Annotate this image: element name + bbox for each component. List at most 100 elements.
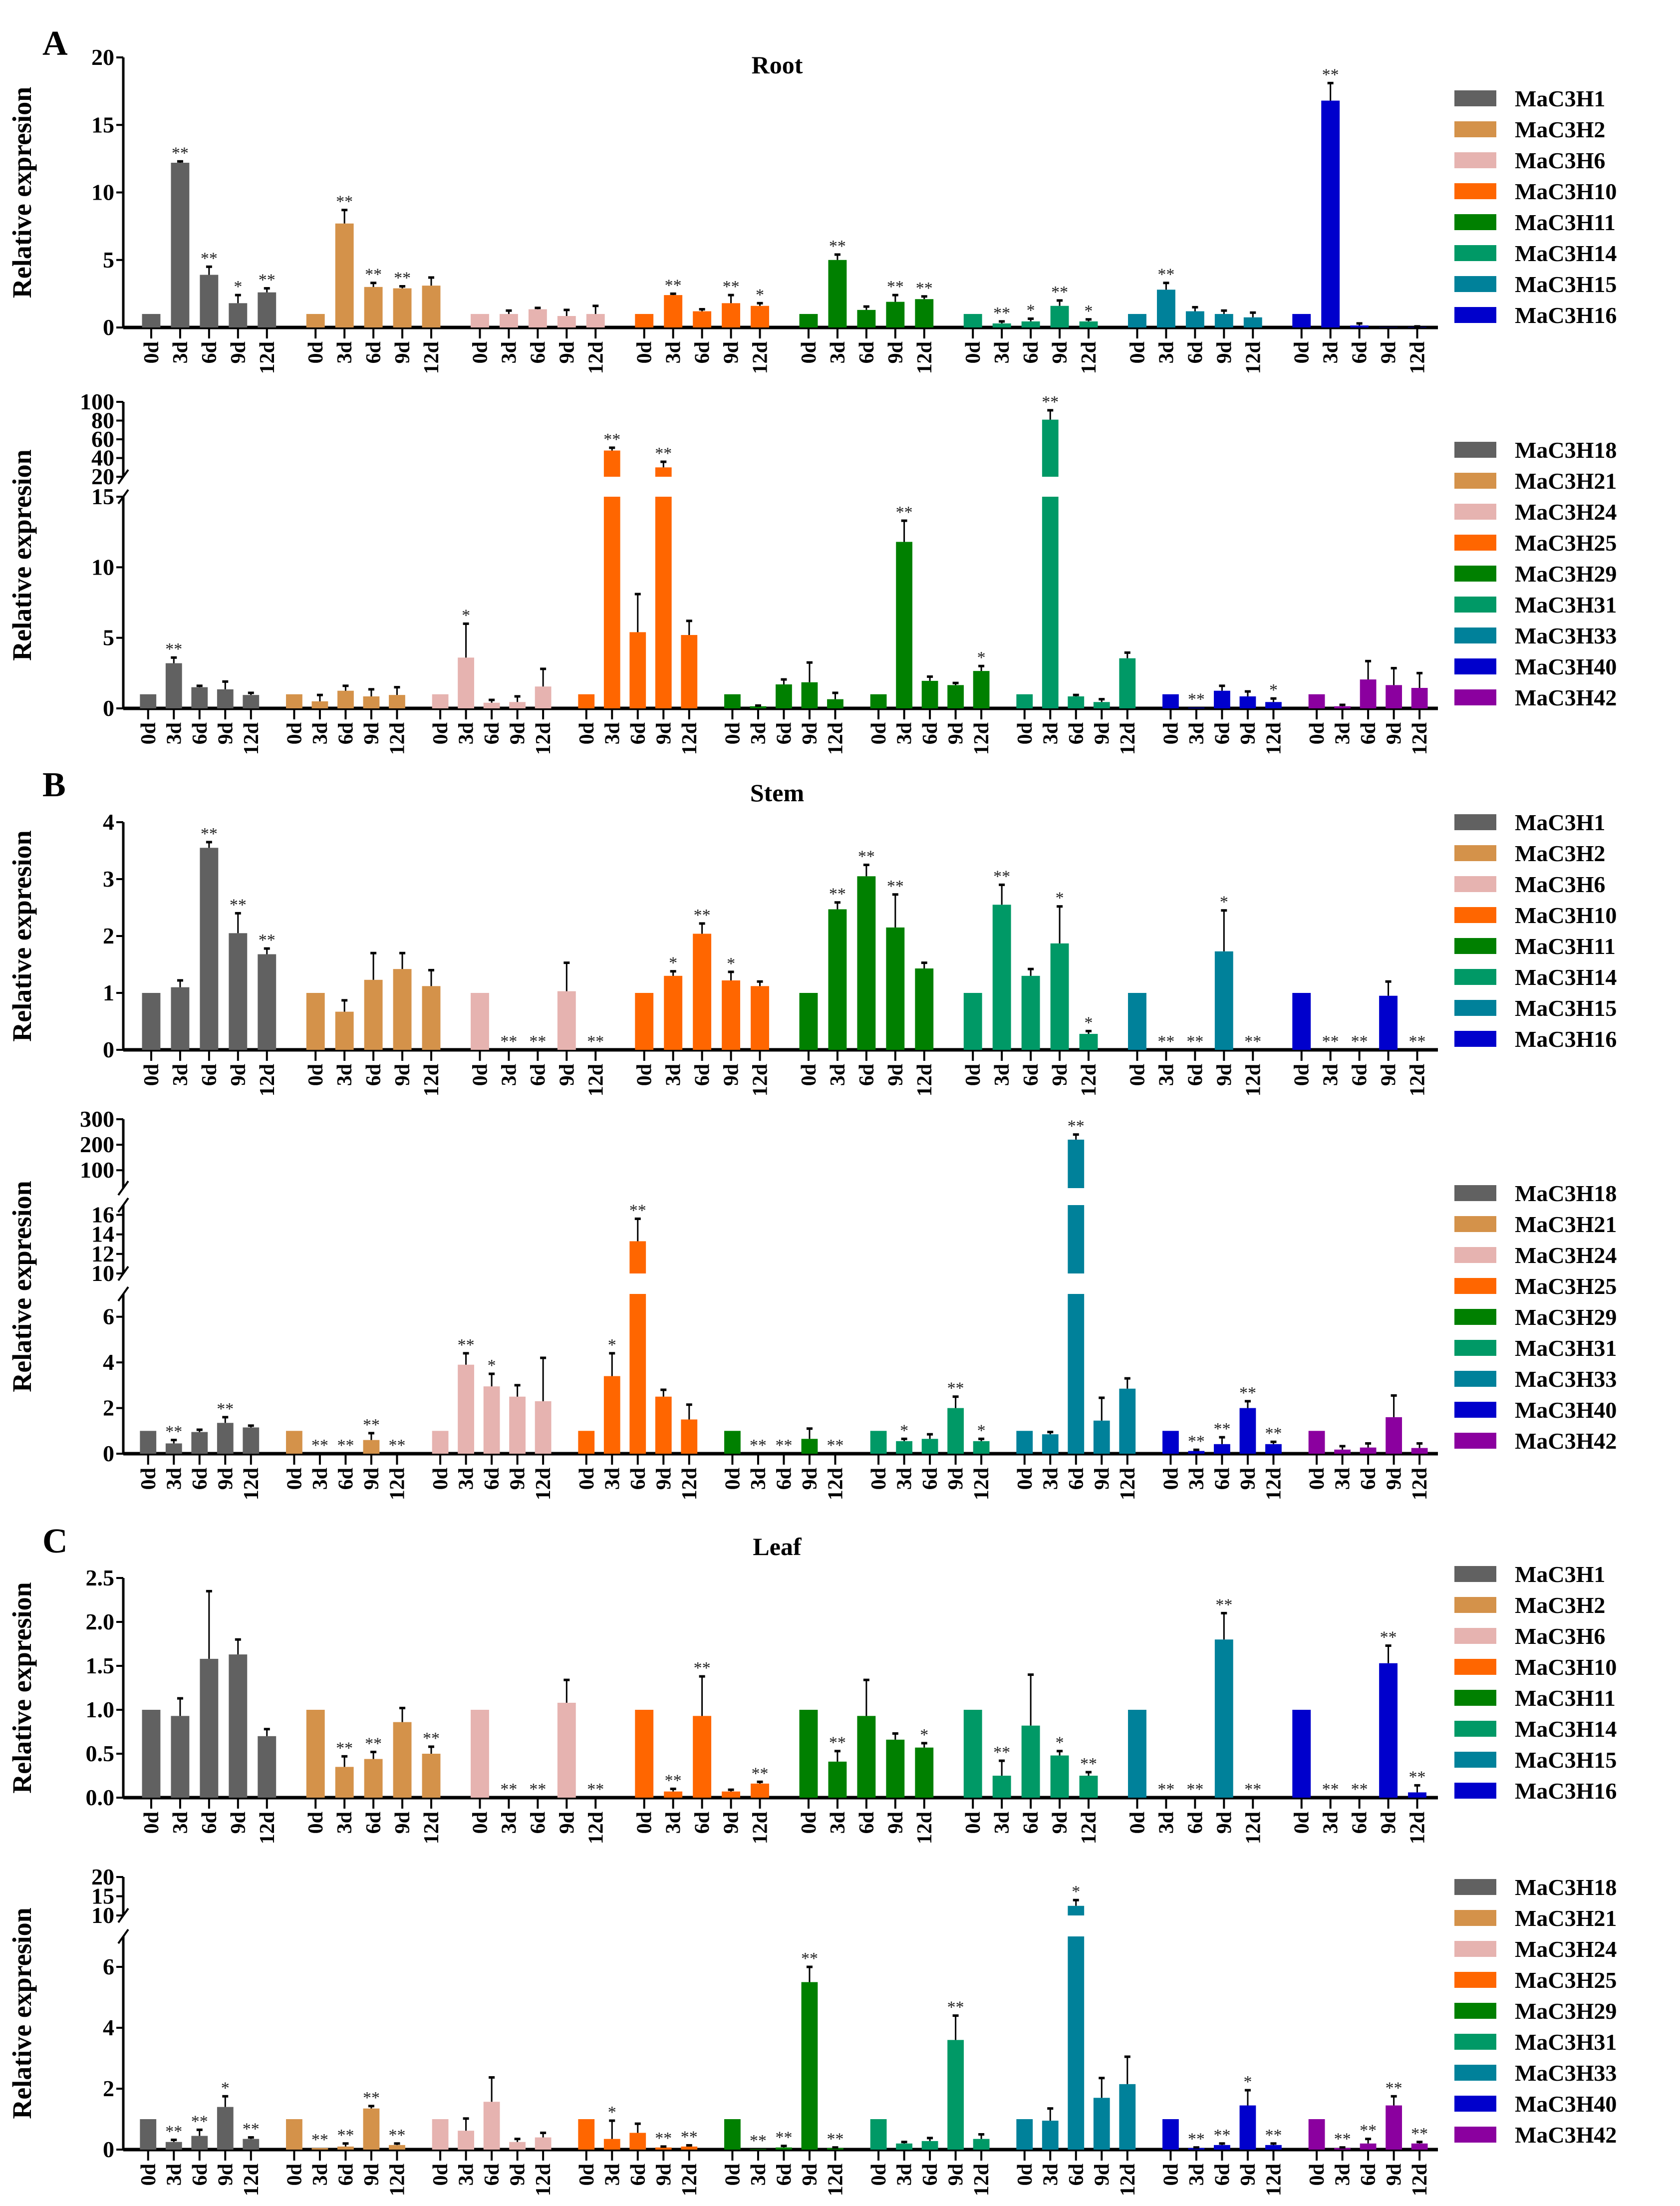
bar-group-MaC3H25: 0d * 3d ** 6d 9d 12d: [575, 1201, 701, 1500]
bar: [1079, 1034, 1098, 1050]
bar: [363, 1440, 380, 1454]
legend-label: MaC3H1: [1515, 86, 1605, 111]
x-tick-label: 0d: [469, 1812, 492, 1834]
x-tick-label: 0d: [1291, 1064, 1314, 1086]
x-tick-label: 3d: [309, 1468, 332, 1490]
bar: [1334, 1449, 1351, 1454]
x-tick-label: 12d: [749, 1064, 772, 1096]
x-tick-label: 9d: [884, 1064, 907, 1086]
bar: [200, 1658, 219, 1798]
legend-swatch: [1454, 1879, 1496, 1895]
x-tick-label: 12d: [1406, 1064, 1429, 1096]
legend-label: MaC3H33: [1515, 623, 1617, 648]
bar: [499, 314, 518, 327]
legend-swatch: [1454, 245, 1496, 261]
significance-mark: **: [1360, 2122, 1377, 2140]
significance-mark: **: [587, 1780, 604, 1799]
bar: [1265, 702, 1282, 708]
x-tick-label: 12d: [678, 1468, 701, 1500]
significance-mark: **: [337, 1436, 354, 1455]
bar: [217, 1423, 234, 1454]
bar: [776, 684, 792, 708]
x-tick-label: 9d: [1237, 2164, 1260, 2186]
x-tick-label: 0d: [633, 1812, 656, 1834]
y-tick-label: 0: [103, 1037, 114, 1062]
bar-group-MaC3H15: 0d ** 3d ** 6d * 9d ** 12d: [1126, 893, 1265, 1097]
bar-group-MaC3H24: 0d * 3d 6d 9d 12d: [429, 606, 555, 755]
bar: [1334, 2148, 1351, 2150]
x-tick-label: 6d: [362, 1064, 385, 1086]
x-tick-label: 0d: [867, 1468, 890, 1490]
significance-mark: **: [1157, 1032, 1174, 1051]
y-tick-label: 5: [103, 625, 114, 650]
bar: [422, 986, 441, 1050]
x-tick-label: 6d: [1184, 1812, 1207, 1834]
significance-mark: **: [165, 2122, 182, 2141]
y-tick-label: 15: [91, 1884, 114, 1909]
significance-mark: **: [1409, 1032, 1426, 1051]
x-tick-label: 9d: [884, 341, 907, 363]
y-tick-label: 0: [103, 315, 114, 340]
y-tick-label: 60: [91, 426, 114, 452]
bar: [629, 1294, 646, 1454]
x-tick-label: 3d: [1185, 1468, 1208, 1490]
x-tick-label: 3d: [1332, 2164, 1355, 2186]
bar: [363, 2108, 380, 2150]
bar-group-MaC3H1: 0d 3d 6d 9d 12d: [140, 1589, 279, 1844]
legend-label: MaC3H21: [1515, 468, 1617, 494]
bar-group-MaC3H2: 0d ** 3d ** 6d 9d ** 12d: [304, 1706, 443, 1844]
legend-swatch: [1454, 535, 1496, 551]
x-tick-label: 0d: [140, 1812, 163, 1834]
legend-label: MaC3H29: [1515, 561, 1617, 587]
bar: [243, 2139, 260, 2150]
bar: [1265, 2145, 1282, 2150]
x-tick-label: 9d: [1378, 1812, 1400, 1834]
legend-swatch: [1454, 504, 1496, 520]
bar: [432, 2119, 449, 2150]
bar: [286, 2119, 302, 2150]
significance-mark: **: [388, 2126, 405, 2145]
significance-mark: **: [829, 885, 846, 904]
significance-mark: **: [723, 278, 740, 296]
bar: [1068, 1294, 1085, 1454]
x-tick-label: 0d: [137, 722, 160, 744]
bar: [603, 2139, 620, 2150]
significance-mark: **: [1380, 1628, 1397, 1647]
bar: [171, 987, 190, 1050]
y-tick-label: 4: [103, 1349, 114, 1375]
legend-label: MaC3H21: [1515, 1905, 1617, 1931]
bar: [1156, 290, 1175, 327]
x-tick-label: 0d: [633, 341, 656, 363]
bar-group-MaC3H33: 0d 3d * 6d 9d 12d: [1014, 1883, 1139, 2196]
y-tick-label: 5: [103, 247, 114, 273]
x-tick-label: 0d: [1291, 1812, 1314, 1834]
x-tick-label: 3d: [747, 1468, 770, 1490]
x-tick-label: 12d: [386, 1468, 409, 1500]
bar-group-MaC3H11: 0d ** 3d 6d 9d * 12d: [798, 1678, 936, 1844]
legend-label: MaC3H16: [1515, 1778, 1617, 1804]
x-tick-label: 9d: [360, 722, 383, 744]
x-tick-label: 3d: [169, 1064, 192, 1086]
bar-group-MaC3H15: 0d ** 3d ** 6d ** 9d ** 12d: [1126, 1595, 1265, 1844]
x-tick-label: 9d: [720, 1812, 743, 1834]
y-tick-label: 1.0: [86, 1697, 115, 1722]
x-tick-label: 0d: [1014, 2164, 1037, 2186]
bar: [1079, 321, 1098, 327]
bar-group-MaC3H21: 0d ** 3d ** 6d ** 9d ** 12d: [283, 1416, 409, 1501]
x-tick-label: 3d: [662, 1812, 685, 1834]
bar: [458, 657, 474, 708]
bar: [799, 993, 818, 1050]
bar: [142, 993, 161, 1050]
significance-mark: **: [993, 304, 1010, 322]
bar: [432, 694, 449, 708]
x-tick-label: 9d: [1237, 1468, 1260, 1490]
bar: [528, 309, 547, 327]
y-tick-label: 10: [91, 180, 114, 205]
x-tick-label: 6d: [855, 1064, 878, 1086]
bar: [165, 2142, 182, 2150]
legend-label: MaC3H2: [1515, 841, 1605, 866]
bar: [857, 1716, 876, 1798]
significance-mark: **: [750, 1436, 767, 1455]
bar: [217, 2107, 234, 2150]
